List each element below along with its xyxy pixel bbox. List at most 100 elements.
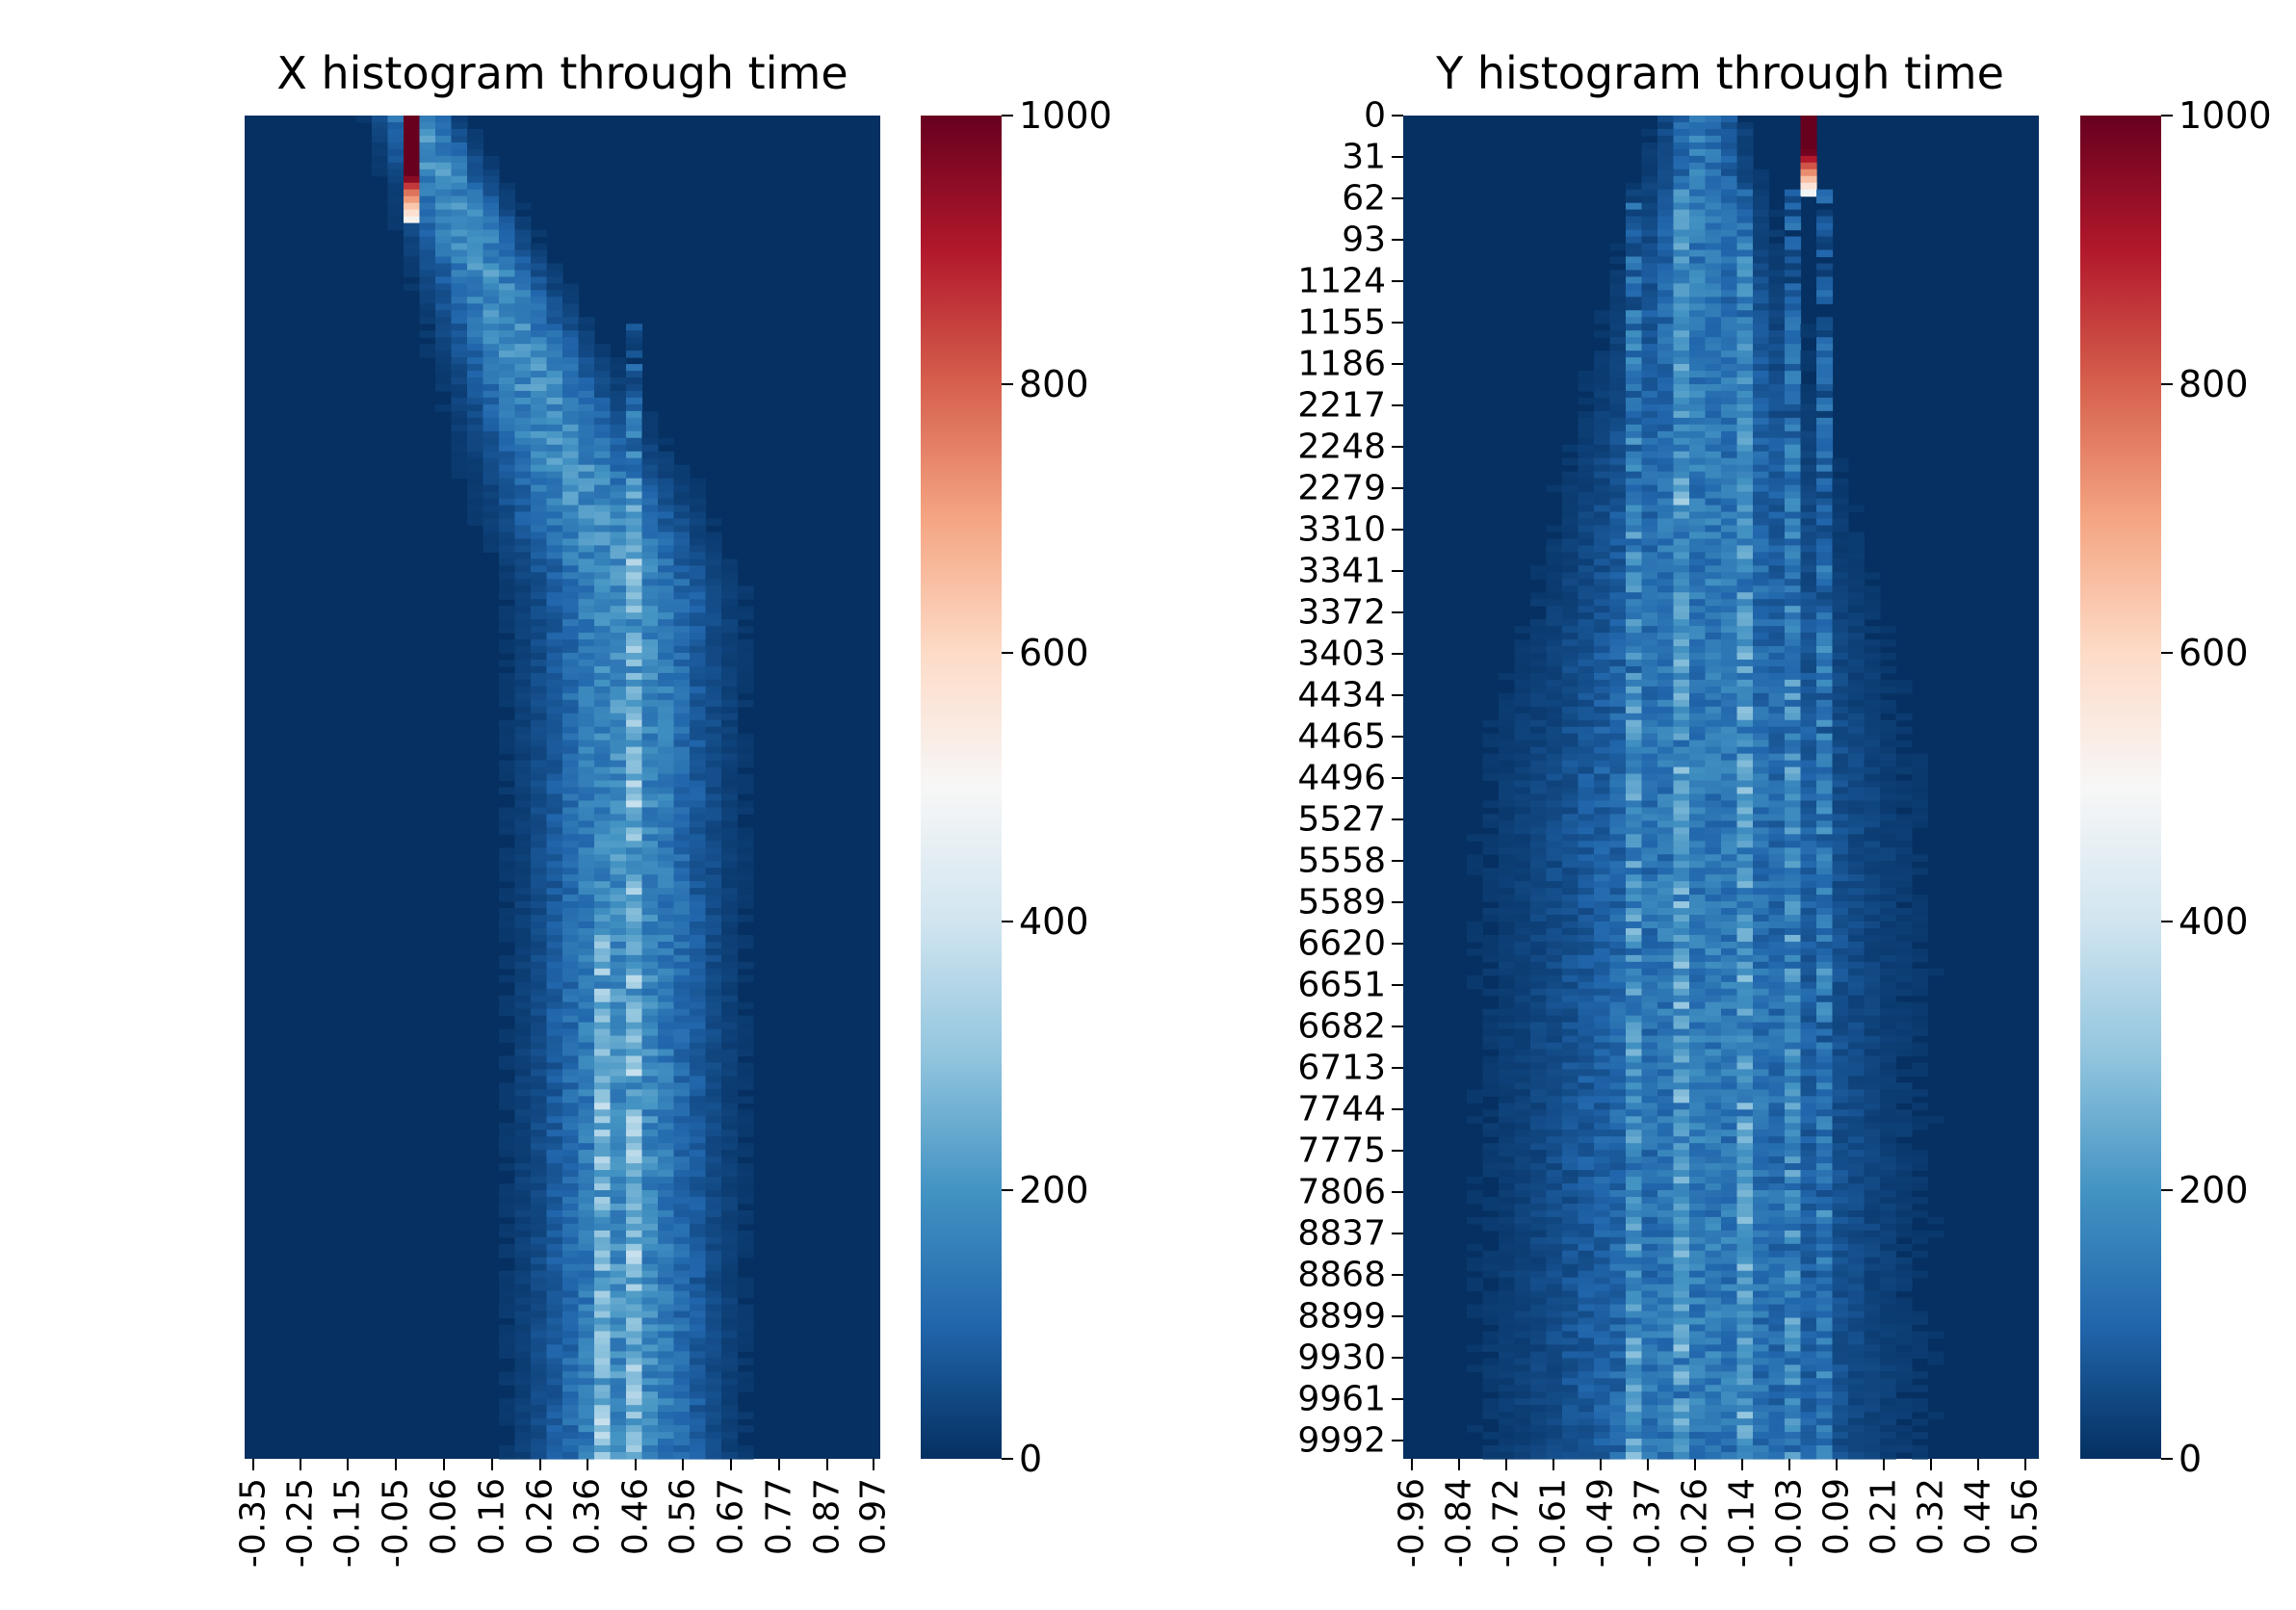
heatmap-cell (1816, 270, 1834, 277)
heatmap-cell (499, 686, 516, 694)
heatmap-cell (531, 1096, 548, 1104)
heatmap-cell (546, 390, 563, 399)
heatmap-cell (1514, 814, 1531, 821)
heatmap-cell (594, 1136, 612, 1144)
heatmap-cell (626, 706, 643, 714)
heatmap-cell (435, 290, 453, 298)
heatmap-cell (1578, 780, 1595, 789)
heatmap-cell (1768, 579, 1786, 586)
heatmap-cell (721, 827, 739, 835)
heatmap-cell (658, 1156, 675, 1164)
heatmap-cell (1689, 390, 1707, 399)
heatmap-cell (641, 901, 659, 909)
heatmap-cell (451, 142, 468, 150)
heatmap-cell (1609, 639, 1627, 647)
heatmap-cell (514, 518, 532, 527)
heatmap-cell (499, 303, 516, 311)
heatmap-cell (641, 1304, 659, 1312)
heatmap-cell (1848, 633, 1866, 640)
heatmap-cell (1609, 424, 1627, 432)
heatmap-cell (673, 1001, 691, 1010)
heatmap-cell (499, 565, 516, 573)
heatmap-cell (721, 1190, 739, 1198)
heatmap-cell (1753, 538, 1770, 546)
heatmap-cell (721, 1432, 739, 1440)
heatmap-cell (531, 525, 548, 533)
heatmap-cell (658, 908, 675, 916)
heatmap-cell (1594, 451, 1611, 459)
heatmap-cell (531, 1143, 548, 1151)
heatmap-cell (673, 592, 691, 600)
heatmap-cell (737, 1143, 754, 1151)
heatmap-cell (1689, 558, 1707, 566)
heatmap-cell (626, 1405, 643, 1413)
heatmap-cell (705, 927, 722, 936)
heatmap-cell (673, 948, 691, 956)
heatmap-cell (658, 746, 675, 755)
heatmap-cell (1562, 800, 1579, 809)
heatmap-cell (1689, 511, 1707, 520)
heatmap-cell (705, 545, 722, 553)
heatmap-cell (610, 532, 627, 540)
heatmap-cell (610, 1452, 627, 1460)
heatmap-cell (1657, 780, 1675, 789)
heatmap-cell (1768, 847, 1786, 855)
heatmap-cell (1848, 861, 1866, 869)
heatmap-cell (1736, 390, 1754, 399)
heatmap-cell (1657, 545, 1675, 553)
heatmap-cell (1721, 532, 1738, 540)
heatmap-cell (1721, 430, 1738, 439)
heatmap-cell (626, 827, 643, 835)
heatmap-cell (1530, 599, 1548, 607)
heatmap-cell (705, 1130, 722, 1137)
heatmap-cell (1578, 633, 1595, 640)
heatmap-cell (1594, 665, 1611, 674)
heatmap-cell (531, 1405, 548, 1413)
heatmap-cell (514, 491, 532, 500)
heatmap-cell (1785, 189, 1802, 197)
heatmap-cell (531, 1418, 548, 1426)
heatmap-cell (1594, 659, 1611, 667)
heatmap-cell (531, 444, 548, 453)
heatmap-cell (1626, 364, 1643, 372)
heatmap-cell (690, 1116, 707, 1124)
heatmap-cell (690, 1196, 707, 1205)
heatmap-cell (531, 532, 548, 540)
heatmap-cell (1864, 800, 1881, 809)
heatmap-cell (1816, 478, 1834, 486)
heatmap-cell (1609, 243, 1627, 251)
heatmap-cell (594, 1130, 612, 1137)
heatmap-cell (658, 1317, 675, 1326)
heatmap-cell (546, 290, 563, 298)
heatmap-cell (1768, 532, 1786, 540)
heatmap-cell (1705, 692, 1722, 701)
heatmap-cell (514, 505, 532, 513)
heatmap-cell (562, 800, 580, 809)
heatmap-cell (1594, 377, 1611, 385)
heatmap-cell (1626, 377, 1643, 385)
heatmap-cell (562, 672, 580, 681)
heatmap-cell (705, 968, 722, 976)
heatmap-cell (626, 437, 643, 446)
heatmap-cell (1768, 357, 1786, 365)
heatmap-cell (626, 1391, 643, 1399)
heatmap-cell (610, 1001, 627, 1010)
heatmap-cell (451, 330, 468, 338)
heatmap-cell (514, 1277, 532, 1285)
heatmap-cell (531, 948, 548, 956)
heatmap-cell (514, 1190, 532, 1198)
heatmap-cell (1753, 357, 1770, 365)
heatmap-cell (673, 726, 691, 735)
heatmap-cell (1848, 653, 1866, 661)
heatmap-cell (721, 1230, 739, 1238)
heatmap-cell (594, 1123, 612, 1130)
heatmap-cell (578, 397, 595, 405)
heatmap-cell (514, 1257, 532, 1265)
heatmap-cell (1705, 525, 1722, 533)
heatmap-cell (578, 1123, 595, 1130)
heatmap-cell (562, 1351, 580, 1359)
heatmap-cell (1800, 773, 1817, 782)
heatmap-cell (690, 793, 707, 802)
heatmap-cell (594, 565, 612, 573)
heatmap-cell (578, 659, 595, 667)
